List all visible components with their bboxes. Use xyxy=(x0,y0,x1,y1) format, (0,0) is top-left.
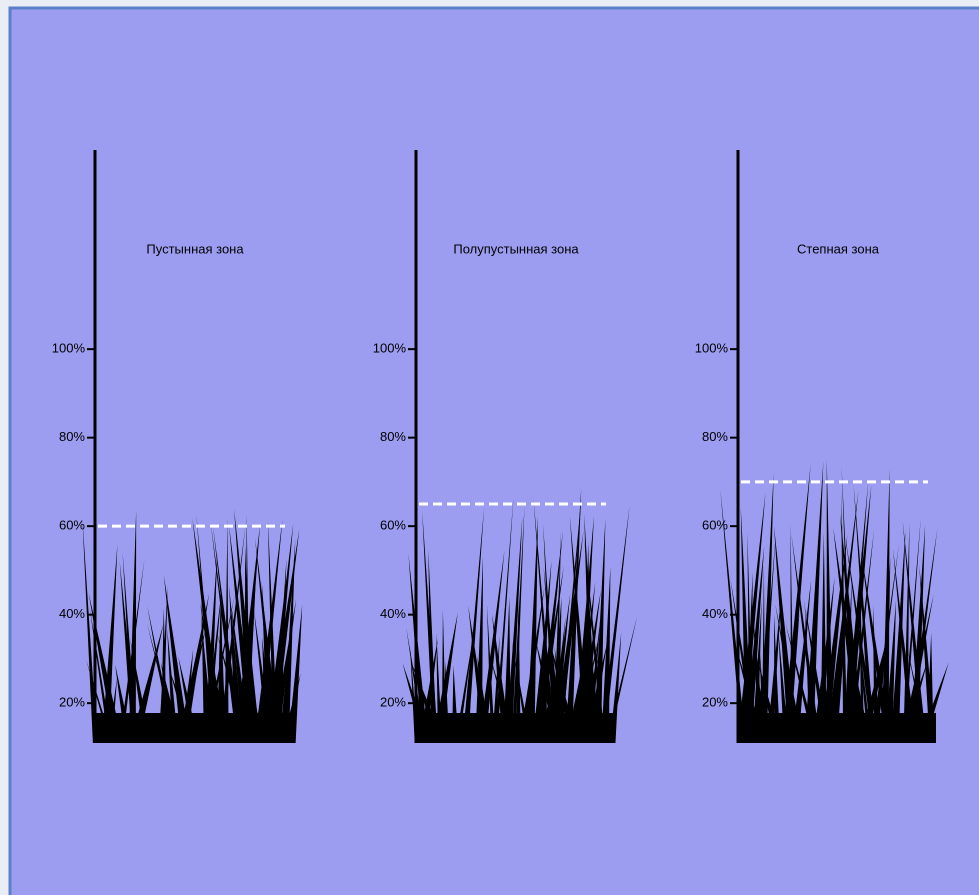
y-tick-label: 40% xyxy=(59,606,85,621)
y-tick-label: 80% xyxy=(702,429,728,444)
y-tick-label: 20% xyxy=(380,695,406,710)
y-tick-label: 100% xyxy=(373,341,407,356)
y-tick-label: 100% xyxy=(52,341,86,356)
y-tick-label: 20% xyxy=(702,695,728,710)
y-tick-label: 40% xyxy=(702,606,728,621)
page: {"chart_data": [ {"type": "level", "titl… xyxy=(0,0,979,895)
panel-title: Полупустынная зона xyxy=(453,241,579,256)
y-tick-label: 60% xyxy=(702,518,728,533)
panel-title: Пустынная зона xyxy=(146,241,244,256)
y-tick-label: 60% xyxy=(380,518,406,533)
y-tick-label: 80% xyxy=(380,429,406,444)
y-tick-label: 40% xyxy=(380,606,406,621)
y-tick-label: 100% xyxy=(695,341,729,356)
slide-background xyxy=(10,8,979,895)
y-tick-label: 60% xyxy=(59,518,85,533)
panel-title: Степная зона xyxy=(797,241,880,256)
y-tick-label: 20% xyxy=(59,695,85,710)
chart: 20% 40% 60% 80% 100% Пустынная зона 20% 40% 60% 8… xyxy=(0,0,979,895)
y-tick-label: 80% xyxy=(59,429,85,444)
